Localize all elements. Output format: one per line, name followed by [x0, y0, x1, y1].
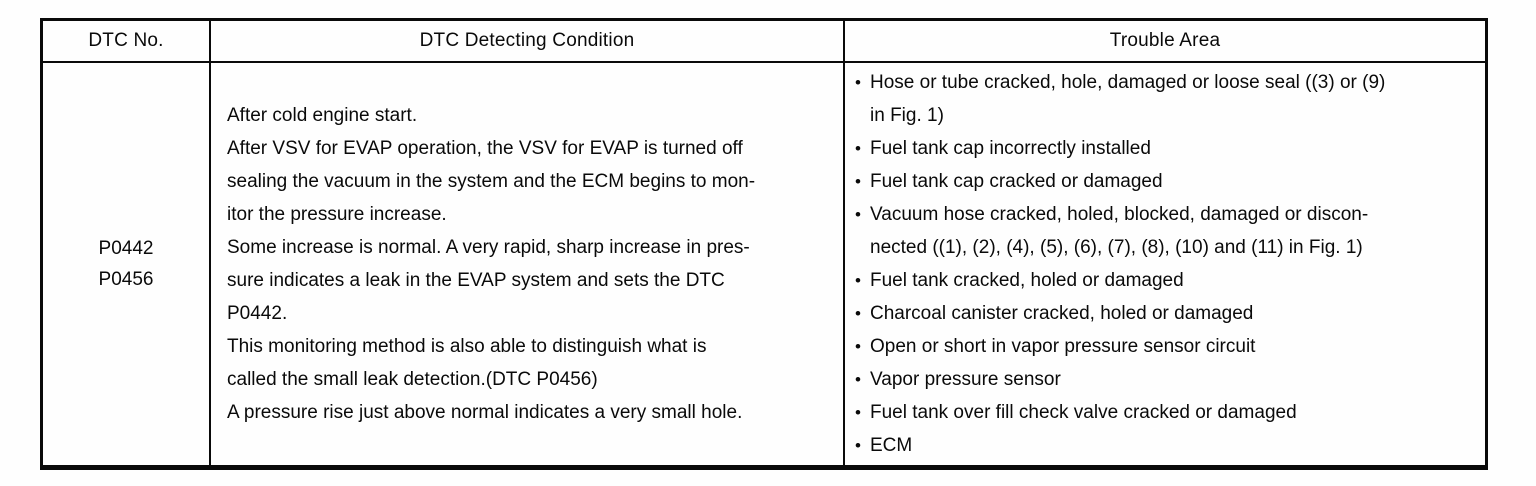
condition-line: sealing the vacuum in the system and the… — [227, 171, 756, 192]
header-label-dtc-no: DTC No. — [88, 30, 164, 51]
bullet-icon: • — [855, 205, 861, 224]
trouble-item-line: nected ((1), (2), (4), (5), (6), (7), (8… — [870, 237, 1363, 258]
trouble-item: • Vapor pressure sensor — [855, 363, 1479, 396]
header-label-trouble-area: Trouble Area — [1109, 30, 1221, 51]
condition-line: After cold engine start. — [227, 105, 418, 126]
bullet-icon: • — [855, 337, 861, 356]
condition-line: A pressure rise just above normal indica… — [227, 402, 743, 423]
bullet-icon: • — [855, 73, 861, 92]
cell-trouble-area: • Hose or tube cracked, hole, damaged or… — [845, 63, 1485, 465]
header-cell-trouble-area: Trouble Area — [845, 21, 1485, 61]
trouble-item: • Fuel tank cap incorrectly installed — [855, 132, 1479, 165]
bullet-icon: • — [855, 436, 861, 455]
trouble-item-line: Charcoal canister cracked, holed or dama… — [870, 303, 1254, 324]
trouble-item-line: Fuel tank cap cracked or damaged — [870, 171, 1163, 192]
dtc-table: DTC No. DTC Detecting Condition Trouble … — [40, 18, 1488, 470]
trouble-item: • Fuel tank cap cracked or damaged — [855, 165, 1479, 198]
trouble-item: • Hose or tube cracked, hole, damaged or… — [855, 66, 1479, 132]
condition-line: called the small leak detection.(DTC P04… — [227, 369, 598, 390]
table-header-row: DTC No. DTC Detecting Condition Trouble … — [43, 21, 1485, 63]
condition-line: After VSV for EVAP operation, the VSV fo… — [227, 138, 743, 159]
trouble-item-line: Fuel tank over fill check valve cracked … — [870, 402, 1297, 423]
bullet-icon: • — [855, 370, 861, 389]
header-cell-detecting-condition: DTC Detecting Condition — [211, 21, 845, 61]
trouble-item-line: Vacuum hose cracked, holed, blocked, dam… — [870, 204, 1369, 225]
trouble-item: • Vacuum hose cracked, holed, blocked, d… — [855, 198, 1479, 264]
condition-line: itor the pressure increase. — [227, 204, 447, 225]
header-cell-dtc-no: DTC No. — [43, 21, 211, 61]
trouble-item-line: Hose or tube cracked, hole, damaged or l… — [870, 72, 1386, 93]
condition-line: sure indicates a leak in the EVAP system… — [227, 270, 725, 291]
trouble-item: • Fuel tank cracked, holed or damaged — [855, 264, 1479, 297]
bullet-icon: • — [855, 403, 861, 422]
trouble-item: • Fuel tank over fill check valve cracke… — [855, 396, 1479, 429]
trouble-item-line: in Fig. 1) — [870, 105, 944, 126]
trouble-item: • Open or short in vapor pressure sensor… — [855, 330, 1479, 363]
cell-dtc-codes: P0442 P0456 — [43, 63, 211, 465]
trouble-item-line: ECM — [870, 435, 913, 456]
dtc-code: P0456 — [98, 269, 154, 290]
bullet-icon: • — [855, 271, 861, 290]
trouble-item-line: Open or short in vapor pressure sensor c… — [870, 336, 1256, 357]
condition-line: Some increase is normal. A very rapid, s… — [227, 237, 750, 258]
condition-line: This monitoring method is also able to d… — [227, 336, 707, 357]
trouble-item: • Charcoal canister cracked, holed or da… — [855, 297, 1479, 330]
bullet-icon: • — [855, 172, 861, 191]
bullet-icon: • — [855, 304, 861, 323]
header-label-detecting-condition: DTC Detecting Condition — [419, 30, 635, 51]
trouble-item-line: Fuel tank cap incorrectly installed — [870, 138, 1151, 159]
trouble-item: • ECM — [855, 429, 1479, 462]
condition-line: P0442. — [227, 303, 288, 324]
trouble-item-line: Fuel tank cracked, holed or damaged — [870, 270, 1184, 291]
dtc-code: P0442 — [98, 238, 154, 259]
bullet-icon: • — [855, 139, 861, 158]
cell-detecting-condition: After cold engine start. After VSV for E… — [211, 63, 845, 465]
table-body-row: P0442 P0456 After cold engine start. Aft… — [43, 63, 1485, 465]
trouble-item-line: Vapor pressure sensor — [870, 369, 1061, 390]
